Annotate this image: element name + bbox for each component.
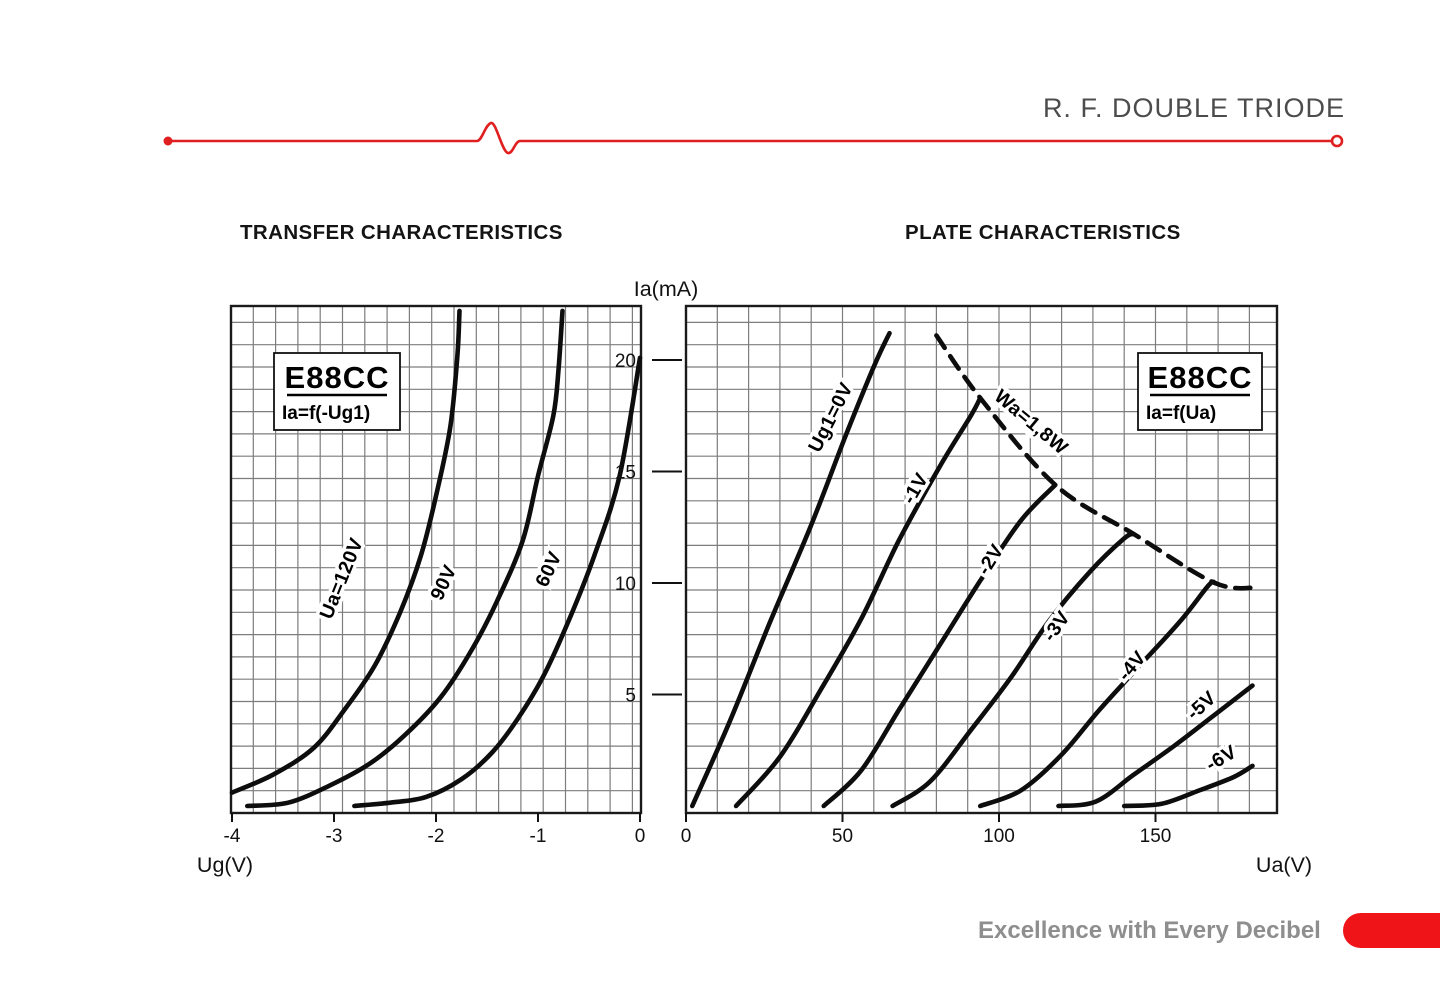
tube-type-name: E88CC	[1148, 360, 1253, 395]
curve-label-1v: -1V	[898, 469, 933, 508]
tube-function-label: Ia=f(-Ug1)	[282, 403, 370, 424]
tube-type-name: E88CC	[285, 360, 390, 395]
x-tick-label: 0	[681, 826, 692, 847]
y-axis-title: Ia(mA)	[634, 277, 699, 301]
curve-60v	[352, 355, 643, 809]
curve-wa-1-8w	[934, 333, 1262, 591]
x-axis-title: Ua(V)	[1256, 853, 1312, 877]
curve-label-ua-120v: Ua=120V	[316, 535, 368, 622]
footer-red-pill	[1343, 913, 1440, 948]
y-tick-label: 20	[615, 351, 636, 372]
tube-type-box: E88CC Ia=f(Ua)	[1137, 352, 1263, 431]
curve-ua-120v	[229, 308, 462, 795]
page-title: R. F. DOUBLE TRIODE	[1042, 93, 1345, 123]
footer-tagline: Excellence with Every Decibel	[978, 917, 1321, 944]
x-axis-ticks: -4 -3 -2 -1 0	[224, 813, 646, 847]
curve-5v	[1056, 683, 1255, 809]
x-axis-title: Ug(V)	[197, 853, 253, 877]
x-tick-label: -4	[224, 826, 241, 847]
red-divider-line	[163, 121, 1344, 155]
divider-end-ring	[1330, 134, 1344, 148]
left-chart-heading: TRANSFER CHARACTERISTICS	[240, 221, 563, 244]
divider-path	[168, 121, 1332, 155]
y-tick-label: 15	[615, 463, 636, 484]
x-tick-label: 50	[832, 826, 853, 847]
tube-function-label: Ia=f(Ua)	[1146, 403, 1216, 424]
x-tick-label: 0	[635, 826, 646, 847]
x-tick-label: -3	[326, 826, 343, 847]
curve-2v	[821, 482, 1058, 809]
tube-type-box: E88CC Ia=f(-Ug1)	[273, 352, 401, 431]
y-axis-ticks: 5 10 15 20	[615, 351, 682, 707]
curve-6v	[1121, 763, 1255, 809]
curve-1v	[733, 395, 983, 809]
x-tick-label: -2	[428, 826, 445, 847]
plot-frame	[684, 304, 1279, 815]
right-chart-heading: PLATE CHARACTERISTICS	[905, 221, 1181, 244]
curve-ug1-0v	[689, 330, 892, 809]
y-tick-label: 5	[625, 686, 636, 707]
curve-label-60v: 60V	[531, 548, 566, 590]
x-tick-label: 150	[1140, 826, 1172, 847]
x-tick-label: 100	[983, 826, 1015, 847]
y-tick-label: 10	[615, 574, 636, 595]
curve-90v	[245, 308, 565, 809]
curve-label-ug1-0v: Ug1=0V	[804, 379, 858, 456]
x-axis-ticks: 0 50 100 150	[681, 813, 1172, 847]
x-tick-label: -1	[530, 826, 547, 847]
chart-plate-characteristics: 0 50 100 150 Ua(V) 5 10 15 20 Ia(mA) E88CC Ia=f(Ua)…	[615, 277, 1312, 877]
curve-3v	[890, 531, 1136, 809]
curve-label-5v: -5V	[1182, 687, 1220, 725]
divider-start-dot	[163, 136, 173, 146]
curve-4v	[977, 579, 1218, 809]
